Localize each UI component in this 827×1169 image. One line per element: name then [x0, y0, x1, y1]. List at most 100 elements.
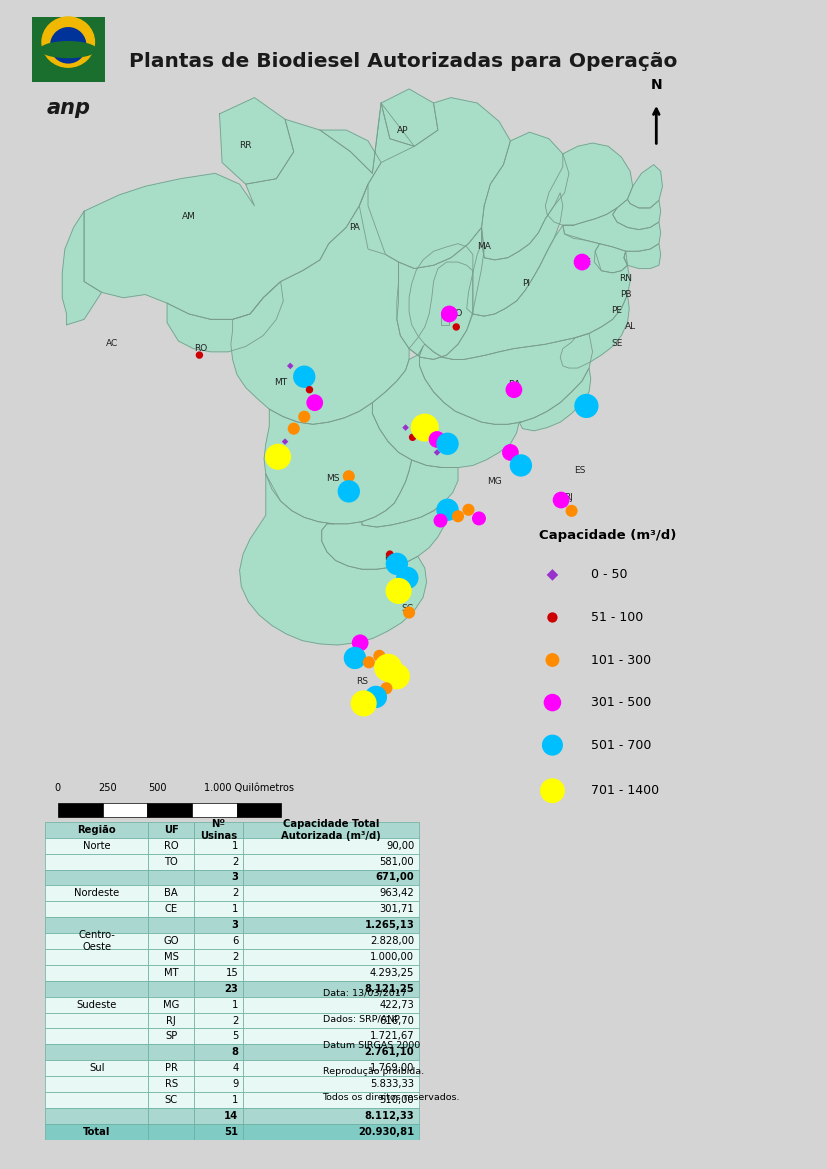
Bar — [194, 1123, 243, 1140]
Point — [441, 435, 454, 454]
Point — [452, 507, 465, 526]
Text: SP: SP — [446, 506, 457, 516]
Bar — [148, 901, 194, 918]
Text: AC: AC — [106, 339, 118, 347]
Bar — [45, 1108, 148, 1123]
Text: TO: TO — [165, 857, 178, 866]
Polygon shape — [519, 368, 590, 431]
Bar — [194, 1044, 243, 1060]
Text: 3: 3 — [232, 872, 238, 883]
Point — [450, 318, 463, 337]
Point — [399, 419, 412, 437]
Bar — [45, 901, 148, 918]
Point — [403, 603, 416, 622]
Polygon shape — [372, 346, 521, 468]
Point — [348, 649, 361, 667]
Point — [362, 653, 375, 672]
Bar — [45, 997, 148, 1012]
Bar — [148, 1123, 194, 1140]
Bar — [243, 822, 418, 838]
Text: Dados: SRP/ANP: Dados: SRP/ANP — [323, 1015, 399, 1024]
Point — [546, 781, 559, 800]
Text: 1: 1 — [232, 999, 238, 1010]
Text: UF: UF — [164, 825, 179, 835]
Bar — [45, 949, 148, 964]
Bar — [243, 964, 418, 981]
Text: 20.930,81: 20.930,81 — [358, 1127, 414, 1136]
Text: MT: MT — [164, 968, 179, 977]
Point — [461, 500, 475, 519]
Bar — [237, 803, 281, 817]
Polygon shape — [613, 199, 661, 229]
Text: 2: 2 — [232, 888, 238, 898]
Text: PB: PB — [620, 290, 632, 299]
Bar — [148, 822, 194, 838]
Text: RS: RS — [356, 677, 368, 686]
Point — [392, 581, 405, 600]
Point — [353, 634, 366, 652]
Text: MT: MT — [274, 378, 287, 387]
Bar — [194, 822, 243, 838]
Polygon shape — [560, 295, 629, 368]
Text: 8: 8 — [232, 1047, 238, 1057]
Point — [308, 393, 322, 411]
Point — [576, 253, 589, 271]
Bar — [194, 1029, 243, 1044]
Polygon shape — [211, 185, 409, 424]
Bar — [147, 803, 192, 817]
Text: RJ: RJ — [166, 1016, 176, 1025]
Bar — [194, 997, 243, 1012]
Bar — [243, 1060, 418, 1077]
Polygon shape — [219, 98, 294, 185]
Bar — [45, 1123, 148, 1140]
Bar — [243, 1123, 418, 1140]
Polygon shape — [481, 132, 569, 260]
Point — [514, 456, 528, 475]
Ellipse shape — [40, 41, 97, 58]
Text: 4: 4 — [232, 1064, 238, 1073]
Bar — [243, 1044, 418, 1060]
Bar — [148, 1060, 194, 1077]
Point — [298, 407, 311, 426]
Point — [580, 396, 593, 415]
Text: Norte: Norte — [83, 841, 111, 851]
Bar — [148, 964, 194, 981]
Point — [193, 346, 206, 365]
Point — [303, 380, 316, 399]
Bar — [45, 964, 148, 981]
Bar — [45, 918, 148, 933]
Point — [279, 433, 292, 451]
Text: 101 - 300: 101 - 300 — [590, 653, 651, 666]
Text: SC: SC — [401, 603, 414, 613]
Point — [342, 466, 356, 485]
Text: 2: 2 — [232, 857, 238, 866]
Bar — [45, 1029, 148, 1044]
Bar — [148, 1092, 194, 1108]
Point — [370, 687, 383, 706]
Point — [284, 357, 297, 375]
Ellipse shape — [41, 16, 95, 68]
Point — [472, 509, 485, 527]
Bar — [192, 803, 237, 817]
Point — [380, 679, 393, 698]
Text: 14: 14 — [224, 1111, 238, 1121]
Bar — [243, 981, 418, 997]
Text: 1: 1 — [232, 1095, 238, 1105]
Text: 6: 6 — [232, 936, 238, 946]
Bar — [45, 822, 148, 838]
Text: 90,00: 90,00 — [386, 841, 414, 851]
Bar — [148, 838, 194, 853]
Bar — [148, 933, 194, 949]
Bar — [45, 838, 148, 853]
Text: Todos os direitos reservados.: Todos os direitos reservados. — [323, 1093, 460, 1101]
Polygon shape — [624, 243, 661, 269]
Text: 0: 0 — [55, 782, 61, 793]
Text: 616,70: 616,70 — [380, 1016, 414, 1025]
Bar — [194, 981, 243, 997]
Text: 671,00: 671,00 — [375, 872, 414, 883]
Bar — [194, 933, 243, 949]
Text: 15: 15 — [226, 968, 238, 977]
Bar — [194, 1092, 243, 1108]
Text: TO: TO — [450, 310, 462, 318]
Text: 5.833,33: 5.833,33 — [370, 1079, 414, 1090]
